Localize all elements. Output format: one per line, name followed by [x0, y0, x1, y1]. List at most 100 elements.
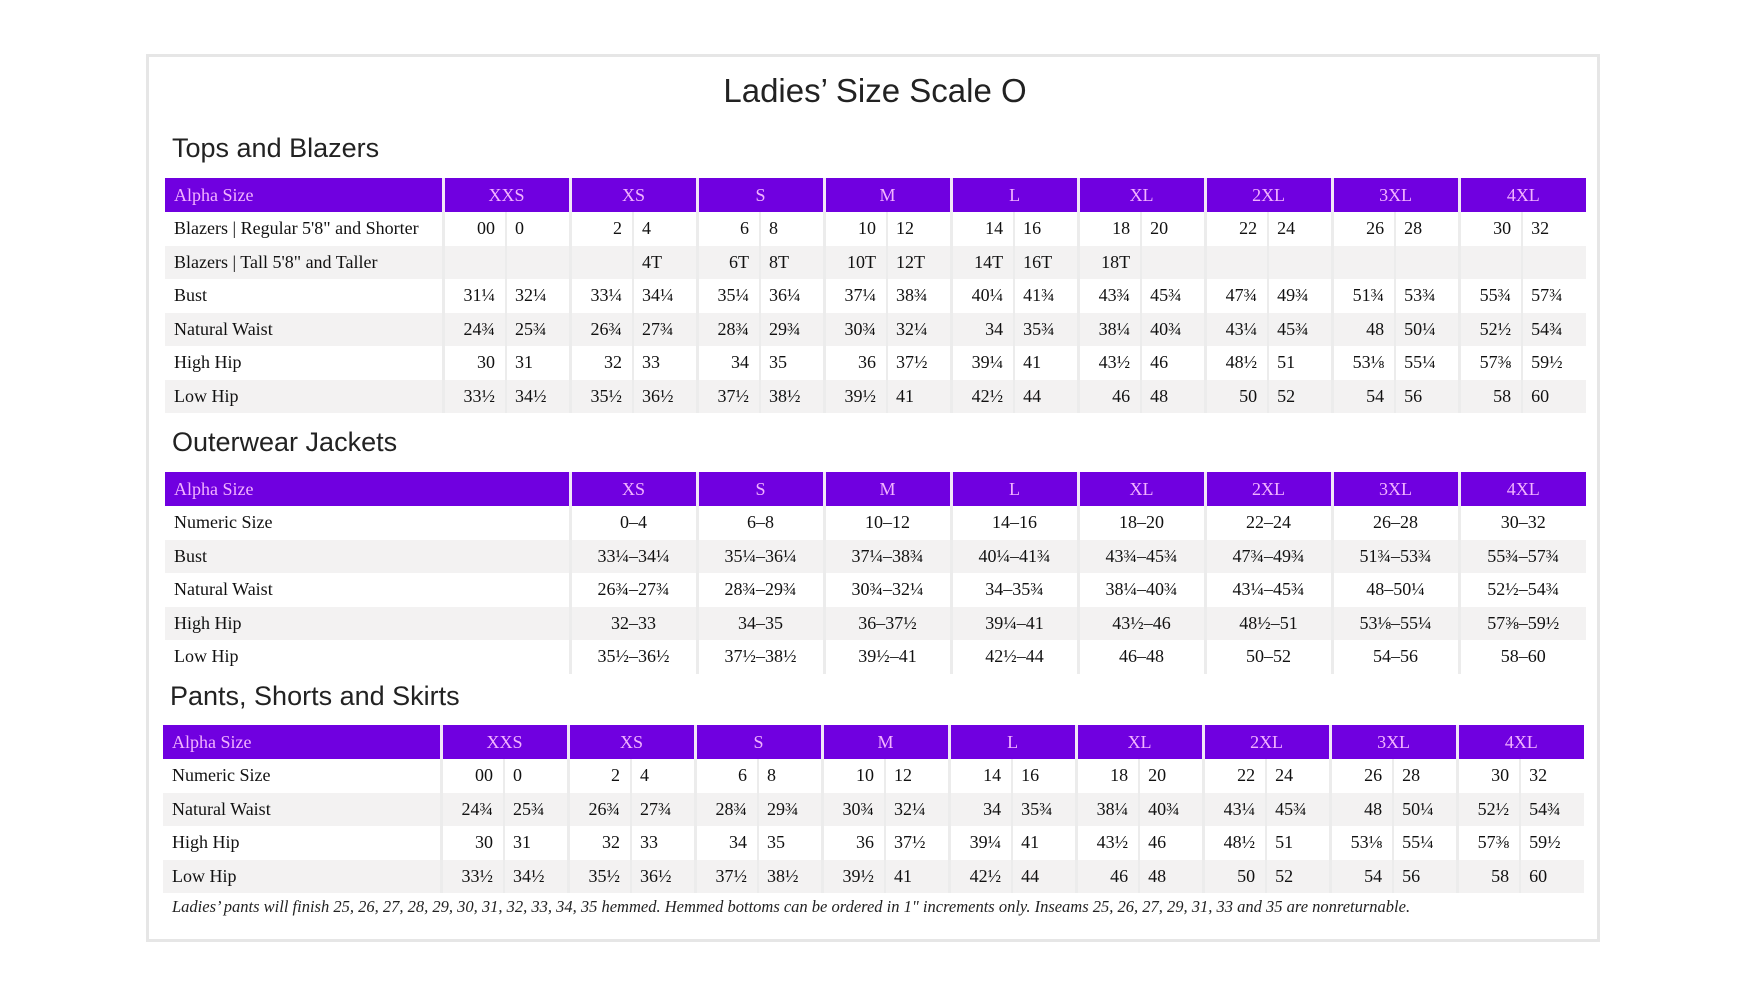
size-range: 54–56	[1330, 640, 1459, 674]
size-value: 37¼	[822, 279, 888, 313]
header-size-3xl: 3XL	[1330, 178, 1460, 212]
size-value: 00	[441, 212, 506, 246]
header-size-l: L	[949, 472, 1078, 506]
size-value: 55¼	[1394, 346, 1460, 380]
row-label: Natural Waist	[163, 792, 441, 826]
header-size-3xl: 3XL	[1330, 472, 1459, 506]
size-value: 47¾	[1203, 279, 1269, 313]
size-value: 38¾	[886, 279, 952, 313]
size-value: 52½	[1455, 792, 1521, 826]
table-row: Low Hip 33½ 34½ 35½ 36½ 37½ 38½ 39½ 41 42½ 44 46 48 5…	[163, 859, 1585, 893]
size-value: 4T	[632, 245, 698, 279]
size-value: 38½	[759, 379, 825, 413]
size-value: 37½	[886, 346, 952, 380]
size-value: 46	[1138, 826, 1204, 860]
size-value: 6	[695, 212, 761, 246]
size-value: 36½	[630, 859, 696, 893]
row-label: Blazers | Regular 5'8" and Shorter	[174, 218, 419, 239]
size-value: 30	[1455, 759, 1521, 793]
size-range: 58–60	[1457, 640, 1586, 674]
size-value: 57⅜	[1457, 346, 1523, 380]
size-range: 34–35¾	[949, 573, 1078, 607]
size-range: 32–33	[568, 606, 697, 640]
size-value: 36½	[632, 379, 698, 413]
size-value: 34	[693, 826, 759, 860]
row-label: Numeric Size	[172, 765, 271, 786]
size-value: 51	[1267, 346, 1333, 380]
row-label: Bust	[174, 285, 208, 306]
size-value: 33½	[441, 379, 506, 413]
size-range: 51¾–53¾	[1330, 539, 1459, 573]
size-value: 8	[757, 759, 823, 793]
size-value: 40¼	[949, 279, 1015, 313]
size-range: 39¼–41	[949, 606, 1078, 640]
header-size-l: L	[947, 725, 1077, 759]
size-value: 54	[1328, 859, 1394, 893]
size-value	[1140, 245, 1206, 279]
size-value: 0	[504, 212, 571, 246]
header-size-xxs: XXS	[441, 178, 571, 212]
table-row: Natural Waist 24¾ 25¾ 26¾ 27¾ 28¾ 29¾ 30¾ 32¼ 34 3…	[163, 792, 1585, 826]
size-value: 51	[1265, 826, 1331, 860]
size-value: 32	[1521, 212, 1587, 246]
size-range: 40¼–41¾	[949, 539, 1078, 573]
size-value: 41	[884, 859, 950, 893]
size-value: 20	[1140, 212, 1206, 246]
row-label: Blazers | Tall 5'8" and Taller	[165, 245, 443, 279]
size-range: 48½–51	[1203, 606, 1332, 640]
size-value: 36	[822, 346, 888, 380]
size-value: 45¾	[1267, 312, 1333, 346]
size-value	[568, 245, 634, 279]
size-value: 8T	[759, 245, 825, 279]
size-value: 46	[1140, 346, 1206, 380]
size-value	[1267, 245, 1333, 279]
size-range: 43¼–45¾	[1203, 573, 1332, 607]
size-value: 55¼	[1392, 826, 1458, 860]
size-value: 44	[1011, 859, 1077, 893]
size-value: 41	[886, 379, 952, 413]
size-value: 14	[949, 212, 1015, 246]
size-value: 54¾	[1521, 312, 1587, 346]
size-value: 50	[1203, 379, 1269, 413]
size-value: 60	[1521, 379, 1587, 413]
size-value: 54	[1330, 379, 1396, 413]
pants-size-table: Alpha Size XXS XS S M L XL 2XL 3XL 4XL Numeric Siz…	[163, 725, 1585, 893]
size-value: 39¼	[947, 826, 1013, 860]
size-value: 52	[1265, 859, 1331, 893]
size-value: 37½	[884, 826, 950, 860]
header-size-2xl: 2XL	[1203, 178, 1333, 212]
size-value: 31¼	[441, 279, 506, 313]
row-label: High Hip	[165, 606, 570, 640]
size-value: 30	[439, 826, 504, 860]
size-value: 51¾	[1330, 279, 1396, 313]
size-value: 43½	[1076, 346, 1142, 380]
row-label: Natural Waist	[165, 312, 443, 346]
size-value: 46	[1074, 859, 1140, 893]
size-range: 34–35	[695, 606, 824, 640]
size-value: 16T	[1013, 245, 1079, 279]
table-row: Natural Waist 24¾ 25¾ 26¾ 27¾ 28¾ 29¾ 30¾ 32¼ 34 3…	[165, 312, 1587, 346]
size-value: 32	[1519, 759, 1585, 793]
size-value: 43¾	[1076, 279, 1142, 313]
size-value: 58	[1455, 859, 1521, 893]
table-row: Blazers | Regular 5'8" and Shorter 00 0 2 4 6…	[165, 212, 1587, 246]
size-value: 26	[1328, 759, 1394, 793]
size-value: 33¼	[568, 279, 634, 313]
size-value: 43½	[1074, 826, 1140, 860]
size-value: 50¼	[1394, 312, 1460, 346]
size-value: 30	[1457, 212, 1523, 246]
header-size-l: L	[949, 178, 1079, 212]
size-value: 39½	[822, 379, 888, 413]
size-value: 26¾	[566, 792, 632, 826]
size-value: 36¼	[759, 279, 825, 313]
header-row: Alpha Size XXS XS S M L XL 2XL 3XL 4XL	[163, 725, 1585, 759]
row-label: Bust	[165, 539, 570, 573]
size-range: 48–50¼	[1330, 573, 1459, 607]
size-value: 56	[1392, 859, 1458, 893]
size-value: 4	[630, 759, 696, 793]
size-value: 57¾	[1521, 279, 1587, 313]
table-row: Bust 31¼ 32¼ 33¼ 34¼ 35¼ 36¼ 37¼ 38¾ 40¼ 41¾ 43¾ 45¾…	[165, 279, 1587, 313]
size-value	[1521, 245, 1587, 279]
size-range: 36–37½	[822, 606, 951, 640]
size-value: 18	[1076, 212, 1142, 246]
